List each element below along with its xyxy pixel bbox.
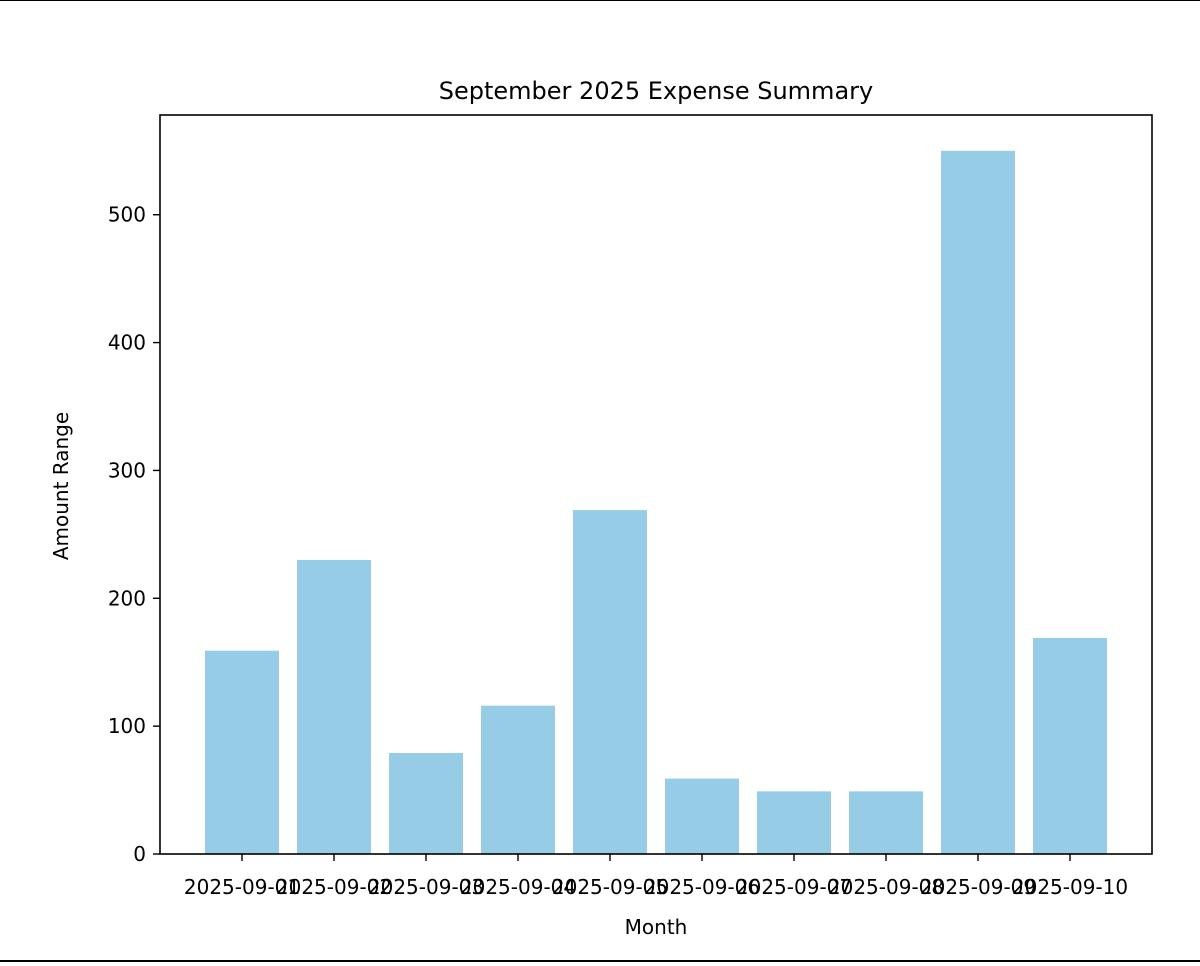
y-tick-label: 300 [108, 458, 146, 482]
chart-title: September 2025 Expense Summary [439, 77, 873, 105]
bar [849, 791, 923, 854]
bar [389, 752, 463, 854]
bar [941, 150, 1015, 854]
x-axis-label: Month [625, 915, 688, 939]
bars-group [205, 150, 1107, 854]
x-tick-label: 2025-09-01 [184, 875, 300, 899]
bar [481, 705, 555, 854]
x-tick-label: 2025-09-06 [644, 875, 760, 899]
bar [757, 791, 831, 854]
x-tick-label: 2025-09-08 [828, 875, 944, 899]
x-tick-label: 2025-09-10 [1012, 875, 1128, 899]
y-axis-label: Amount Range [49, 412, 73, 560]
bar [205, 650, 279, 854]
frame-top-border [0, 0, 1200, 1]
x-tick-label: 2025-09-07 [736, 875, 852, 899]
plot-area-frame [159, 114, 1153, 855]
x-tick-label: 2025-09-04 [460, 875, 576, 899]
y-tick-label: 200 [108, 586, 146, 610]
bar [297, 559, 371, 854]
y-tick-label: 400 [108, 331, 146, 355]
x-axis: 2025-09-012025-09-022025-09-032025-09-04… [184, 854, 1128, 899]
bar [665, 778, 739, 854]
x-tick-label: 2025-09-09 [920, 875, 1036, 899]
y-tick-label: 0 [133, 842, 146, 866]
x-tick-label: 2025-09-02 [276, 875, 392, 899]
bar [1033, 637, 1107, 854]
bar [573, 510, 647, 854]
y-tick-label: 100 [108, 714, 146, 738]
x-tick-label: 2025-09-05 [552, 875, 668, 899]
x-tick-label: 2025-09-03 [368, 875, 484, 899]
y-axis: 0 100 200 300 400 500 [108, 203, 160, 866]
frame-bottom-border [0, 960, 1200, 962]
y-tick-label: 500 [108, 203, 146, 227]
